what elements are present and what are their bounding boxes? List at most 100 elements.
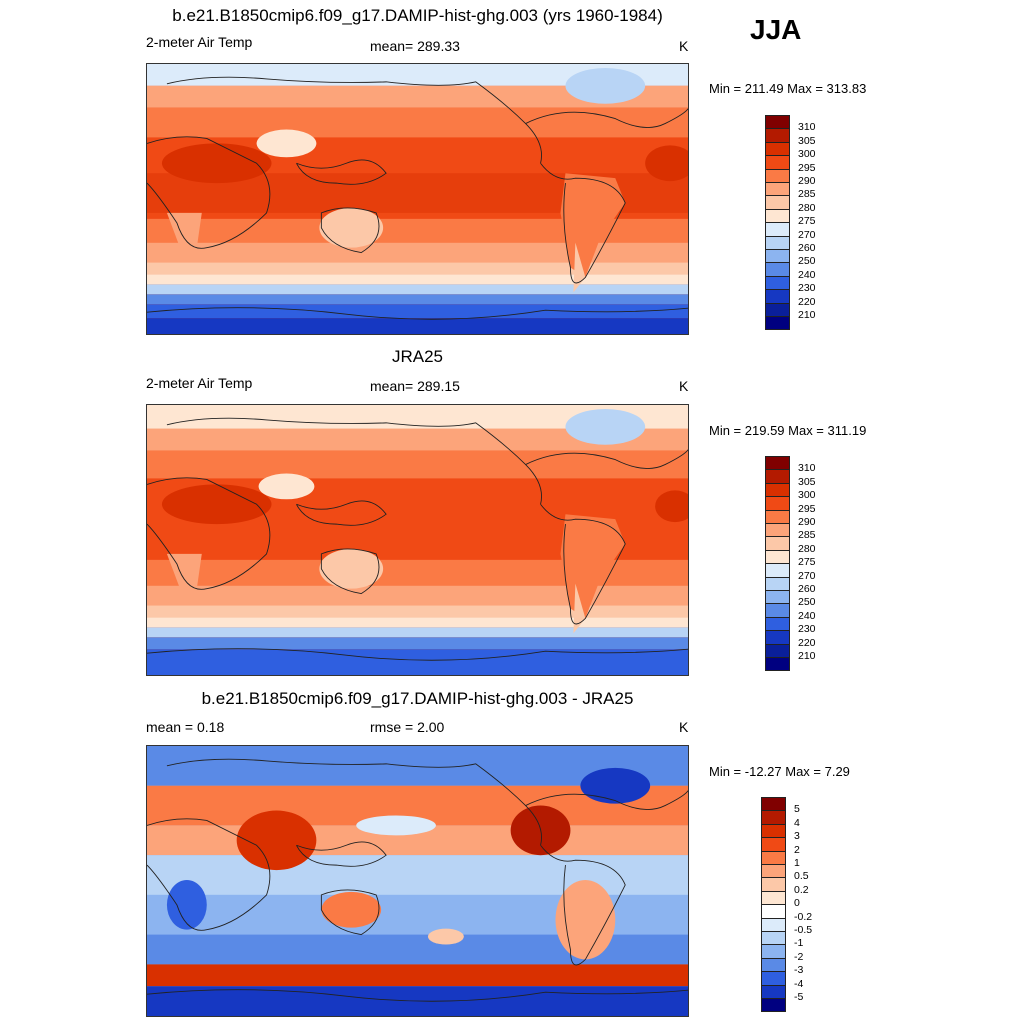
colorbar-swatch: [761, 984, 786, 999]
colorbar-swatch: [765, 316, 790, 331]
colorbar-tick-label: 5: [794, 803, 800, 816]
panel-1-left-label: 2-meter Air Temp: [146, 34, 253, 50]
colorbar-swatch: [761, 944, 786, 959]
colorbar-swatch: [765, 195, 790, 210]
panel-3-map: [146, 745, 689, 1017]
colorbar-tick-label: 210: [798, 650, 816, 662]
colorbar-tick-label: -3: [794, 964, 804, 977]
colorbar-swatch: [761, 890, 786, 906]
colorbar-tick-label: -0.5: [794, 924, 813, 936]
colorbar-tick-label: -1: [794, 937, 804, 950]
panel-2-title: JRA25: [391, 347, 444, 366]
colorbar-swatch: [765, 643, 790, 658]
colorbar-swatch: [765, 302, 790, 317]
colorbar-swatch: [761, 864, 786, 879]
colorbar-tick-label: 240: [798, 268, 816, 281]
colorbar-swatch: [765, 141, 790, 157]
colorbar-swatch: [765, 657, 790, 672]
colorbar-tick-label: 270: [798, 569, 816, 582]
panel-3-minmax: Min = -12.27 Max = 7.29: [709, 764, 850, 779]
panel-2-left-label: 2-meter Air Temp: [146, 375, 253, 391]
panel-1-minmax: Min = 211.49 Max = 313.83: [709, 81, 867, 96]
panel-1-center-label: mean= 289.33: [370, 38, 460, 54]
colorbar-tick-label: 280: [798, 542, 816, 555]
colorbar-swatch: [761, 837, 786, 852]
colorbar-tick-label: 295: [798, 161, 816, 174]
colorbar-swatch: [765, 563, 790, 578]
colorbar-tick-label: 310: [798, 121, 816, 134]
colorbar-tick-label: 305: [798, 134, 816, 147]
colorbar-tick-label: 230: [798, 282, 816, 295]
colorbar-swatch: [765, 155, 790, 170]
colorbar-tick-label: 0.5: [794, 870, 809, 883]
colorbar-swatch: [761, 917, 786, 932]
colorbar-swatch: [765, 496, 790, 511]
colorbar-swatch: [761, 877, 786, 892]
colorbar-swatch: [761, 931, 786, 946]
colorbar-tick-label: 300: [798, 148, 816, 161]
colorbar-tick-label: 310: [798, 462, 816, 475]
colorbar-tick-label: -4: [794, 977, 804, 990]
panel-1-units: K: [679, 38, 689, 54]
colorbar-tick-label: 290: [798, 516, 816, 528]
colorbar-tick-label: -0.2: [794, 910, 813, 923]
colorbar-swatch: [765, 630, 790, 645]
season-label: JJA: [750, 14, 802, 45]
colorbar-tick-label: 280: [798, 201, 816, 214]
colorbar-tick-label: 260: [798, 242, 816, 254]
colorbar-tick-label: 1: [794, 857, 800, 869]
colorbar-swatch: [761, 810, 786, 825]
colorbar-tick-label: 290: [798, 175, 816, 187]
colorbar-swatch: [765, 469, 790, 484]
colorbar-swatch: [765, 128, 790, 143]
colorbar-swatch: [765, 222, 790, 237]
colorbar-tick-label: 3: [794, 830, 800, 843]
panel-1-title: b.e21.B1850cmip6.f09_g17.DAMIP-hist-ghg.…: [172, 6, 663, 25]
colorbar-tick-label: -2: [794, 950, 804, 963]
colorbar-tick-label: 4: [794, 816, 800, 829]
colorbar-swatch: [765, 616, 790, 632]
colorbar-swatch: [765, 208, 790, 224]
colorbar-tick-label: 285: [798, 188, 816, 201]
panel-2-center-label: mean= 289.15: [370, 378, 460, 394]
colorbar-swatch: [761, 823, 786, 839]
colorbar-swatch: [765, 509, 790, 524]
colorbar-swatch: [765, 262, 790, 277]
colorbar-swatch: [761, 797, 786, 812]
colorbar-tick-label: 305: [798, 475, 816, 488]
colorbar-tick-label: 250: [798, 596, 816, 609]
colorbar-swatch: [761, 998, 786, 1013]
colorbar-swatch: [765, 289, 790, 304]
colorbar-tick-label: 300: [798, 489, 816, 502]
colorbar-tick-label: 2: [794, 843, 800, 856]
colorbar-swatch: [765, 549, 790, 565]
colorbar-swatch: [765, 523, 790, 538]
colorbar-swatch: [765, 456, 790, 471]
panel-3-center-label: rmse = 2.00: [370, 719, 445, 735]
colorbar-tick-label: 220: [798, 636, 816, 649]
colorbar-tick-label: 220: [798, 295, 816, 308]
colorbar-swatch: [765, 182, 790, 197]
colorbar-swatch: [765, 235, 790, 250]
colorbar-tick-label: 275: [798, 215, 816, 228]
colorbar-swatch: [765, 603, 790, 618]
colorbar-swatch: [765, 576, 790, 591]
colorbar-swatch: [765, 249, 790, 264]
colorbar-swatch: [761, 850, 786, 865]
colorbar-swatch: [765, 168, 790, 183]
colorbar-tick-label: 295: [798, 502, 816, 515]
panel-3-left-label: mean = 0.18: [146, 719, 225, 735]
colorbar-tick-label: 250: [798, 255, 816, 268]
colorbar-tick-label: 270: [798, 228, 816, 241]
colorbar-swatch: [765, 590, 790, 605]
colorbar-swatch: [761, 971, 786, 986]
colorbar-tick-label: 260: [798, 583, 816, 595]
colorbar-tick-label: 275: [798, 556, 816, 569]
colorbar-swatch: [765, 275, 790, 291]
panel-2-units: K: [679, 378, 689, 394]
colorbar-tick-label: 0.2: [794, 883, 809, 896]
panel-3-units: K: [679, 719, 689, 735]
panel-3-title: b.e21.B1850cmip6.f09_g17.DAMIP-hist-ghg.…: [201, 689, 634, 708]
colorbar-tick-label: 0: [794, 897, 800, 910]
colorbar-swatch: [761, 957, 786, 973]
